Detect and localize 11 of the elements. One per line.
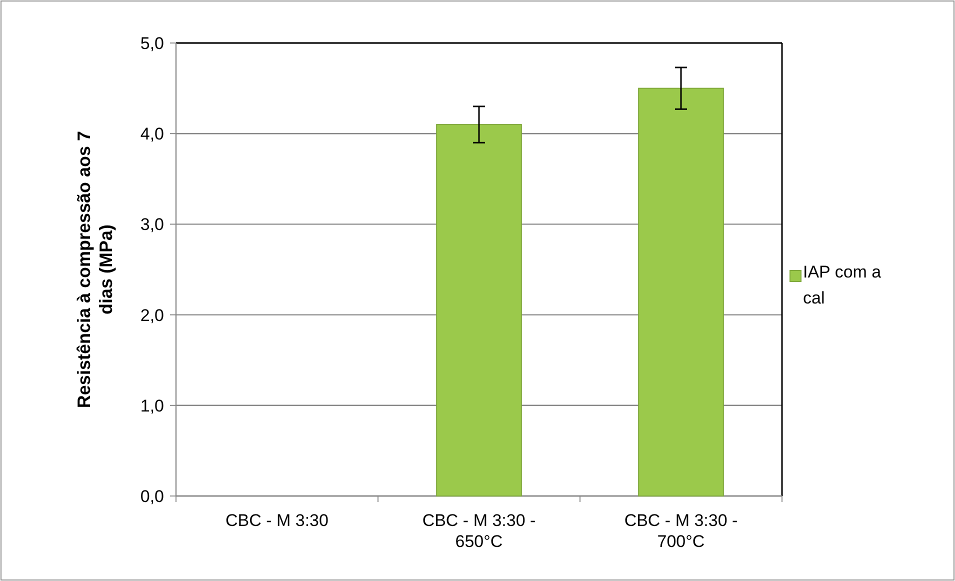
y-tick-label: 0,0: [140, 486, 164, 506]
legend-label: IAP com a cal: [803, 262, 882, 308]
y-tick-label: 1,0: [140, 396, 164, 416]
y-axis-title: Resistência à compressão aos 7 dias (MPa): [74, 130, 116, 408]
y-tick-label: 2,0: [140, 306, 164, 325]
x-tick-label: CBC - M 3:30 - 700°C: [624, 511, 738, 551]
y-tick-label: 4,0: [140, 124, 164, 144]
y-tick-label: 5,0: [140, 34, 164, 53]
x-tick-label: CBC - M 3:30 - 650°C: [422, 511, 536, 551]
x-tick-label: CBC - M 3:30: [226, 511, 328, 530]
y-tick-label: 3,0: [140, 215, 164, 234]
